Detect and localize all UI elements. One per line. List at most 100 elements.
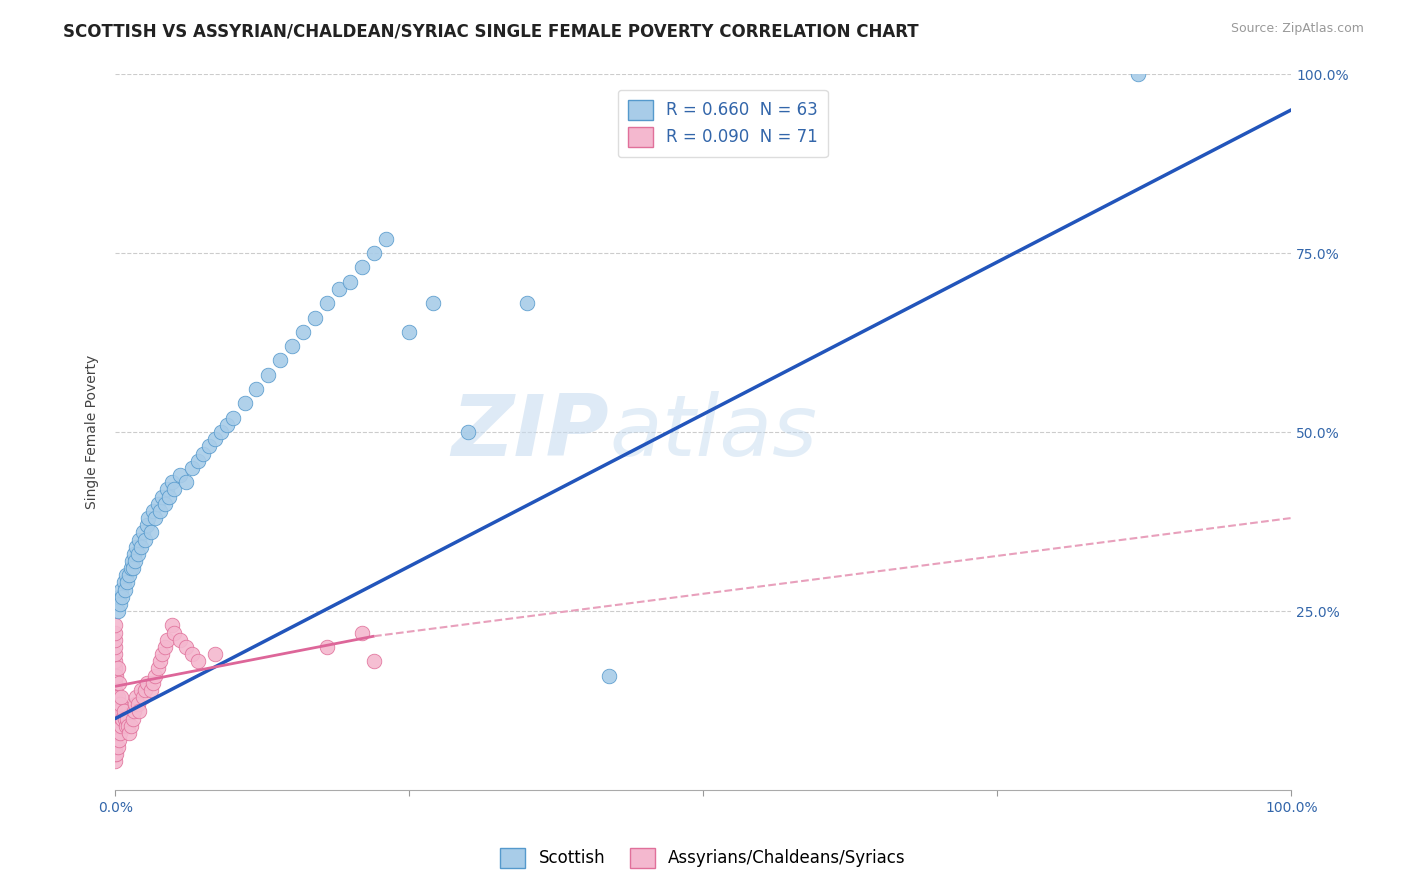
- Point: [121, 554, 143, 568]
- Point: [1128, 67, 1150, 81]
- Point: [110, 719, 132, 733]
- Point: [104, 697, 127, 711]
- Point: [328, 282, 350, 296]
- Point: [193, 446, 215, 460]
- Point: [104, 654, 127, 668]
- Point: [269, 353, 291, 368]
- Point: [129, 540, 152, 554]
- Point: [115, 568, 138, 582]
- Point: [110, 582, 132, 597]
- Point: [129, 682, 152, 697]
- Point: [187, 454, 209, 468]
- Point: [245, 382, 267, 396]
- Point: [104, 682, 127, 697]
- Point: [363, 654, 385, 668]
- Point: [174, 475, 197, 490]
- Point: [104, 704, 127, 718]
- Point: [422, 296, 444, 310]
- Point: [339, 275, 361, 289]
- Point: [198, 439, 221, 453]
- Point: [139, 682, 162, 697]
- Point: [128, 704, 150, 718]
- Point: [124, 554, 146, 568]
- Point: [104, 675, 127, 690]
- Point: [160, 475, 183, 490]
- Point: [107, 704, 129, 718]
- Point: [222, 410, 245, 425]
- Point: [105, 747, 128, 762]
- Point: [104, 755, 127, 769]
- Point: [115, 719, 138, 733]
- Point: [136, 518, 159, 533]
- Point: [134, 533, 156, 547]
- Point: [215, 417, 238, 432]
- Point: [127, 697, 149, 711]
- Point: [598, 668, 620, 682]
- Point: [304, 310, 326, 325]
- Point: [150, 647, 173, 661]
- Point: [105, 697, 128, 711]
- Text: atlas: atlas: [609, 391, 817, 474]
- Point: [111, 590, 134, 604]
- Point: [398, 325, 420, 339]
- Point: [125, 540, 148, 554]
- Point: [204, 432, 226, 446]
- Point: [105, 726, 128, 740]
- Point: [374, 232, 396, 246]
- Y-axis label: Single Female Poverty: Single Female Poverty: [86, 355, 100, 509]
- Point: [104, 647, 127, 661]
- Point: [174, 640, 197, 654]
- Point: [143, 668, 166, 682]
- Point: [139, 525, 162, 540]
- Legend: Scottish, Assyrians/Chaldeans/Syriacs: Scottish, Assyrians/Chaldeans/Syriacs: [494, 841, 912, 875]
- Point: [114, 712, 136, 726]
- Point: [187, 654, 209, 668]
- Text: Source: ZipAtlas.com: Source: ZipAtlas.com: [1230, 22, 1364, 36]
- Point: [112, 704, 135, 718]
- Point: [108, 697, 131, 711]
- Point: [115, 575, 138, 590]
- Point: [114, 582, 136, 597]
- Point: [363, 246, 385, 260]
- Point: [107, 661, 129, 675]
- Point: [149, 654, 172, 668]
- Point: [132, 525, 155, 540]
- Point: [104, 690, 127, 704]
- Point: [122, 712, 145, 726]
- Text: SCOTTISH VS ASSYRIAN/CHALDEAN/SYRIAC SINGLE FEMALE POVERTY CORRELATION CHART: SCOTTISH VS ASSYRIAN/CHALDEAN/SYRIAC SIN…: [63, 22, 920, 40]
- Point: [134, 682, 156, 697]
- Point: [146, 497, 169, 511]
- Point: [105, 668, 128, 682]
- Point: [457, 425, 479, 439]
- Point: [107, 733, 129, 747]
- Point: [107, 675, 129, 690]
- Point: [160, 618, 183, 632]
- Point: [157, 490, 180, 504]
- Point: [104, 733, 127, 747]
- Point: [108, 597, 131, 611]
- Point: [120, 719, 142, 733]
- Point: [142, 504, 165, 518]
- Point: [110, 690, 132, 704]
- Point: [316, 296, 339, 310]
- Point: [117, 719, 139, 733]
- Point: [112, 575, 135, 590]
- Point: [136, 675, 159, 690]
- Point: [180, 461, 202, 475]
- Point: [280, 339, 302, 353]
- Point: [118, 568, 141, 582]
- Point: [104, 661, 127, 675]
- Point: [104, 632, 127, 647]
- Point: [132, 690, 155, 704]
- Point: [107, 604, 129, 618]
- Point: [516, 296, 538, 310]
- Point: [156, 483, 179, 497]
- Point: [136, 511, 159, 525]
- Point: [153, 640, 176, 654]
- Point: [169, 468, 191, 483]
- Point: [104, 747, 127, 762]
- Point: [352, 625, 374, 640]
- Point: [107, 590, 129, 604]
- Point: [104, 712, 127, 726]
- Point: [146, 661, 169, 675]
